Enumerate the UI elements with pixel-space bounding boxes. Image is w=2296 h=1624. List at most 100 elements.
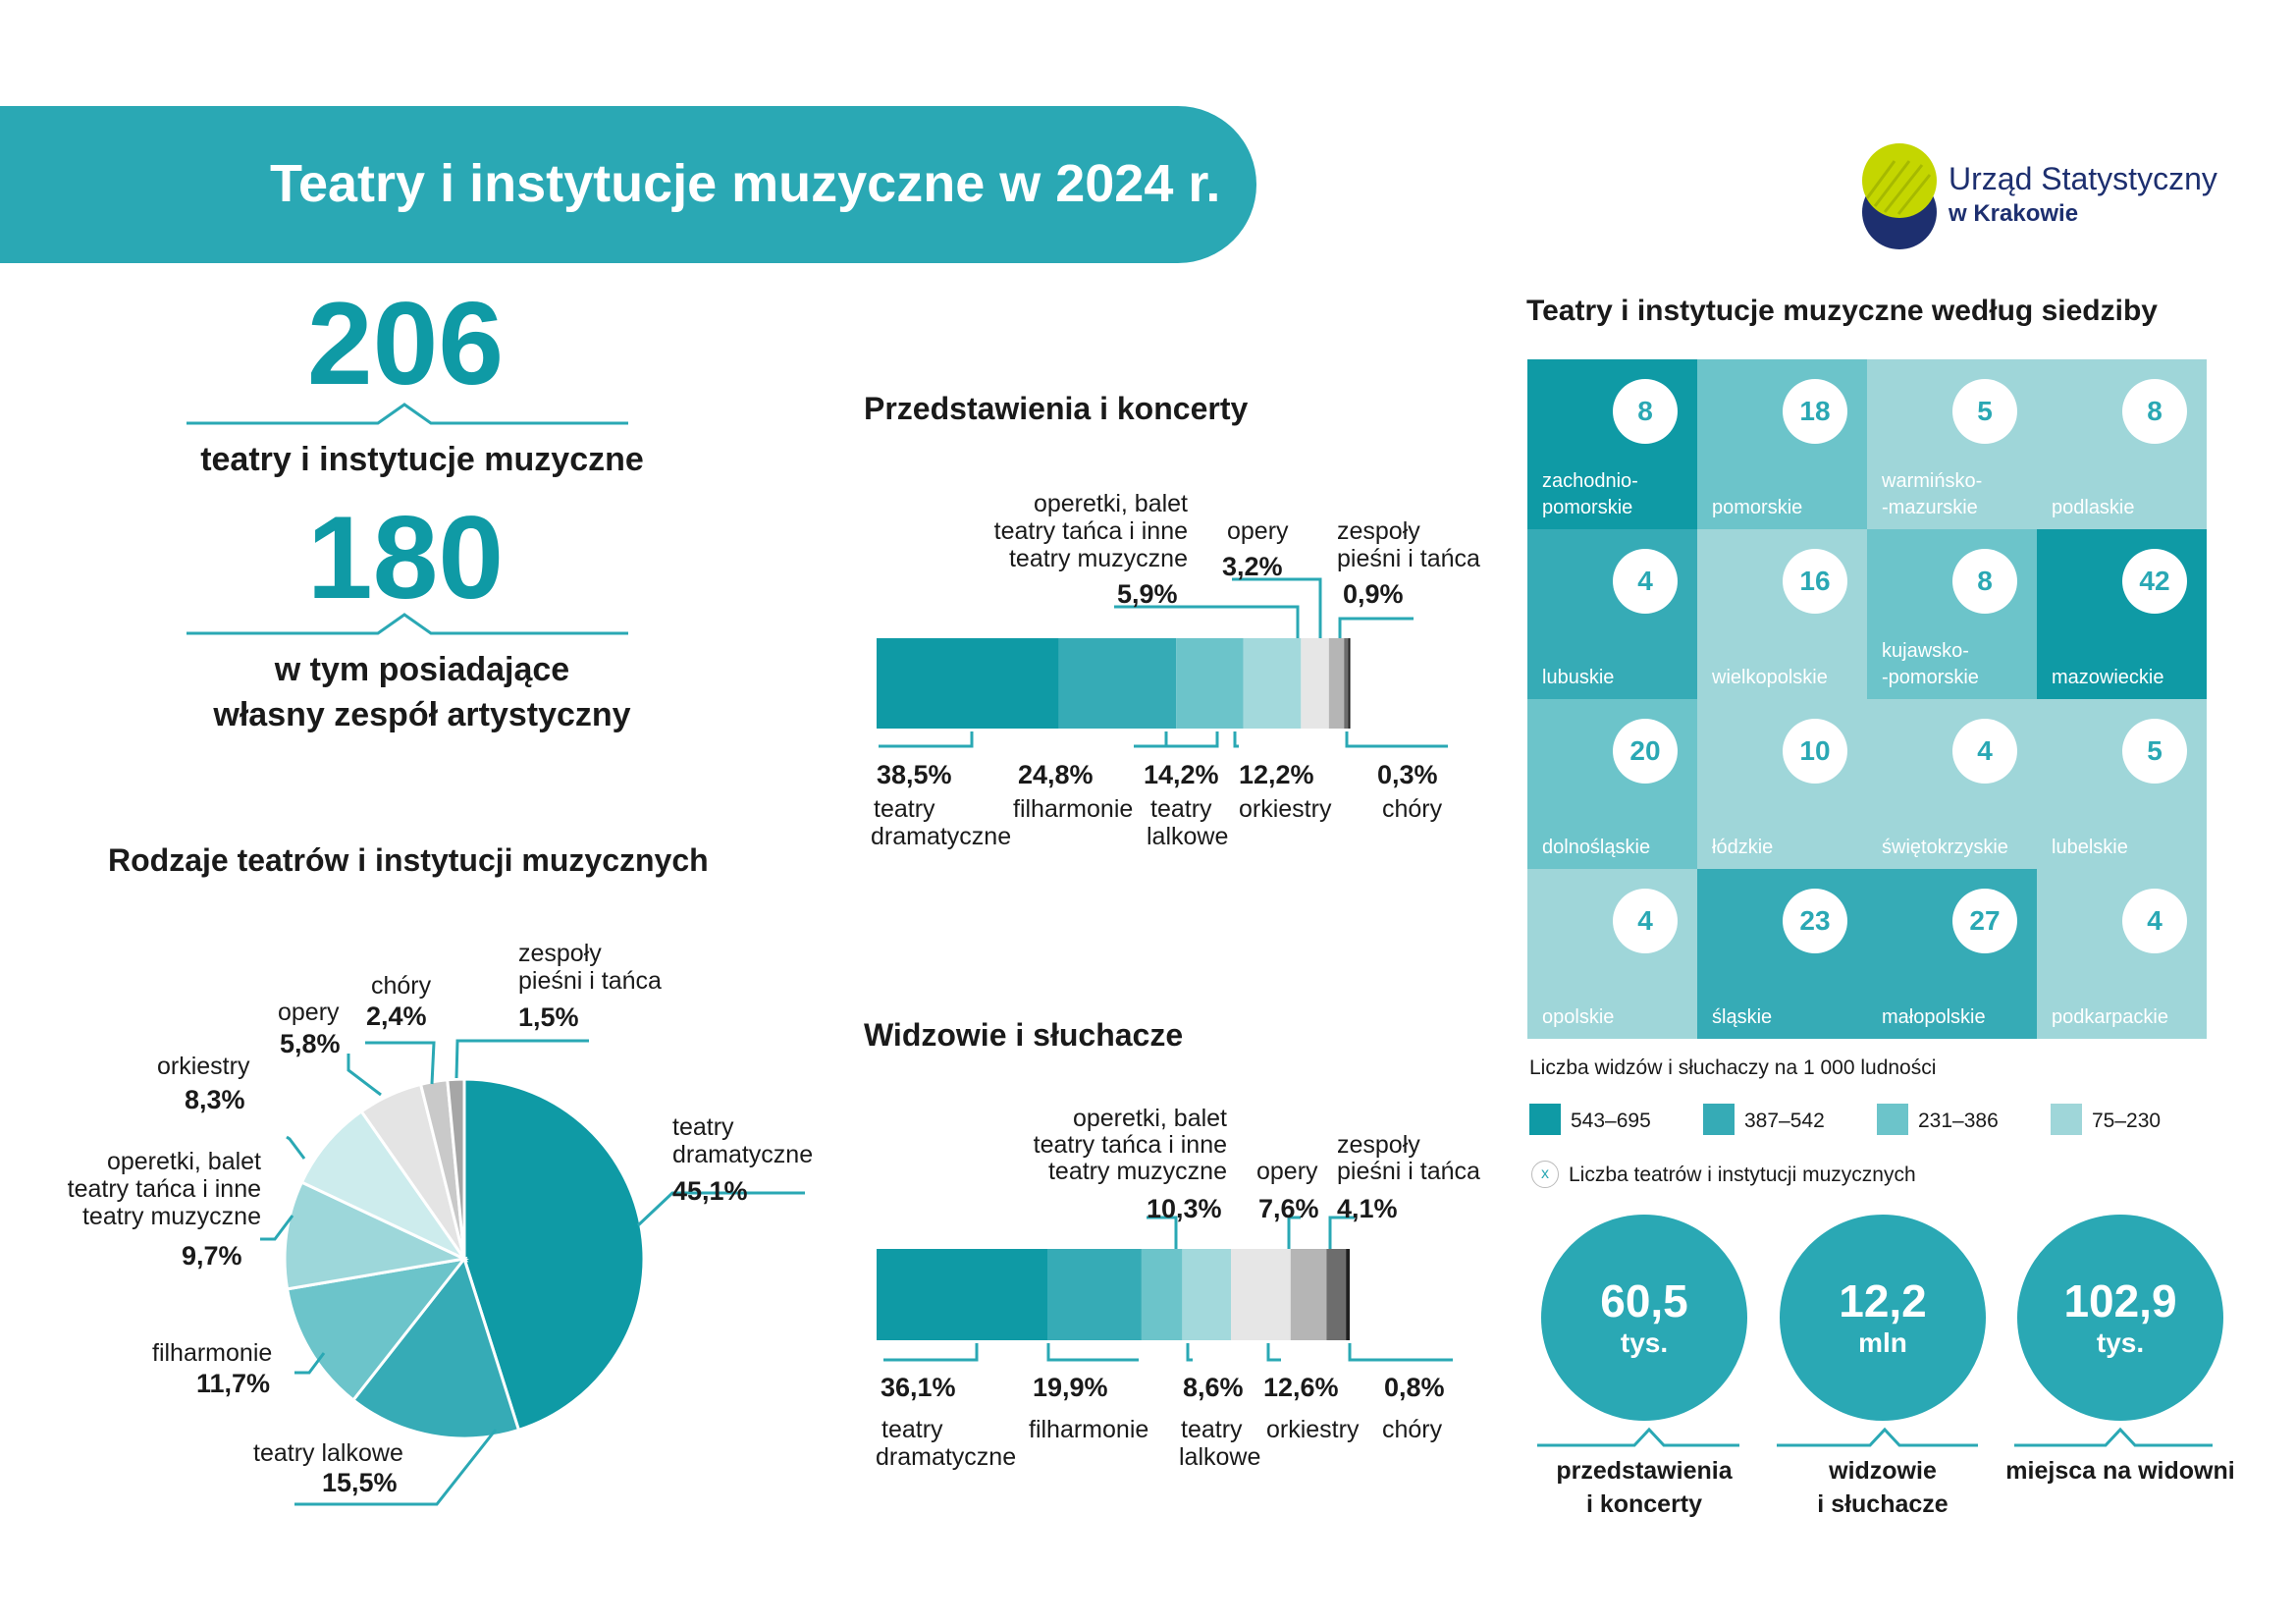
bar2-segments	[877, 1249, 1350, 1340]
bar1-pct-filharmonie: 24,8%	[1018, 760, 1094, 789]
bar2-label-dramatyczne: dramatyczne	[876, 1443, 1017, 1471]
bar1-title: Przedstawienia i koncerty	[864, 391, 1249, 426]
tile-name-line-2: podkarpackie	[2052, 1006, 2168, 1028]
voivodeship-tile: 10 łódzkie	[1697, 699, 1867, 869]
pie-label-teatry-dram-2: dramatyczne	[672, 1141, 814, 1168]
bar1-label-filharmonie: filharmonie	[1013, 795, 1134, 823]
bar2-segs-segment-5	[1290, 1249, 1327, 1340]
bar2-label-zespoly-2: pieśni i tańca	[1337, 1158, 1480, 1185]
bar2-label-operetki-2: teatry tańca i inne	[1033, 1131, 1227, 1159]
tile-name: kujawsko- -pomorskie	[1882, 638, 1979, 691]
tile-count: 23	[1783, 889, 1847, 953]
bar1-label-opery: opery	[1227, 517, 1289, 545]
tile-name-line-1: zachodnio-	[1542, 470, 1638, 492]
pie-label-opery: opery	[278, 999, 340, 1026]
bar2-label-zespoly-1: zespoły	[1337, 1131, 1420, 1159]
bar2-pct-filharmonie: 19,9%	[1033, 1373, 1108, 1402]
pie-slice-3	[283, 1180, 469, 1291]
bar1-pct-opery: 3,2%	[1222, 552, 1283, 581]
bar2-segs-segment-7	[1346, 1249, 1350, 1340]
bar2-pct-zespoly: 4,1%	[1337, 1194, 1398, 1223]
pie-pct-orkiestry: 8,3%	[185, 1085, 245, 1114]
bubble-przedstawienia: 60,5 tys.	[1541, 1215, 1747, 1421]
pie-label-orkiestry: orkiestry	[157, 1053, 250, 1080]
caption-line: widzowie	[1829, 1457, 1937, 1485]
pie-pct-opery: 5,8%	[280, 1029, 341, 1058]
bar2-pct-opery: 7,6%	[1258, 1194, 1319, 1223]
tile-count: 8	[1952, 549, 2017, 614]
pie-label-operetki-1: operetki, balet	[106, 1148, 261, 1175]
tile-count: 4	[1952, 719, 2017, 784]
tile-name: opolskie	[1542, 1004, 1614, 1031]
bar1-label-lalkowe: lalkowe	[1147, 823, 1229, 850]
bubble-unit: mln	[1858, 1326, 1907, 1358]
voivodeship-tile: 8 zachodnio-pomorskie	[1527, 359, 1697, 529]
tile-name-line-2: -pomorskie	[1882, 667, 1979, 688]
caption-line: miejsca na widowni	[2005, 1457, 2235, 1485]
bar2-segs-segment-0	[877, 1249, 1048, 1340]
tile-name-line-2: pomorskie	[1542, 497, 1633, 518]
tile-name: mazowieckie	[2052, 665, 2163, 691]
legend-classes: 543–695 387–542 231–386 75–230	[1529, 1104, 2207, 1137]
tile-name-line-2: lubelskie	[2052, 837, 2128, 858]
tile-name-line-2: łódzkie	[1712, 837, 1774, 858]
pie-label-zespoly-2: pieśni i tańca	[518, 967, 662, 995]
voivodeship-tile: 18 pomorskie	[1697, 359, 1867, 529]
bar1-pct-zespoly: 0,9%	[1343, 579, 1404, 609]
bar1-label-dramatyczne: dramatyczne	[871, 823, 1012, 850]
bar2-label-chory: chóry	[1382, 1416, 1443, 1443]
bar1-segs-segment-0	[877, 638, 1059, 729]
bar2-leaders	[883, 1216, 1453, 1362]
voivodeship-tile: 16 wielkopolskie	[1697, 529, 1867, 699]
bar1-label-zespoly-1: zespoły	[1337, 517, 1420, 545]
bar2-label-teatry: teatry	[881, 1416, 943, 1443]
logo-icon	[1862, 143, 1937, 249]
own-label-line-2: własny zespół artystyczny	[213, 695, 631, 733]
header-banner	[0, 106, 1256, 263]
tile-name: śląskie	[1712, 1004, 1772, 1031]
bar2-pct-lalkowe: 8,6%	[1183, 1373, 1244, 1402]
tile-name: podkarpackie	[2052, 1004, 2168, 1031]
voivodeship-tile: 4 świętokrzyskie	[1867, 699, 2037, 869]
legend-count-symbol: x	[1531, 1161, 1559, 1188]
pie-slice-7	[446, 1077, 466, 1260]
tile-count: 8	[1613, 379, 1678, 444]
tile-count: 10	[1783, 719, 1847, 784]
legend-swatch	[1877, 1104, 1908, 1135]
bubble-caption-1: przedstawienia i koncerty	[1517, 1455, 1772, 1522]
tile-name-line-2: podlaskie	[2052, 497, 2135, 518]
tile-name-line-2: -mazurskie	[1882, 497, 1978, 518]
bubble-widzowie: 12,2 mln	[1780, 1215, 1986, 1421]
tile-name: pomorskie	[1712, 495, 1802, 521]
bar2-label-filharmonie: filharmonie	[1029, 1416, 1149, 1443]
bar1-label-operetki-1: operetki, balet	[1033, 490, 1188, 517]
voivodeship-grid: 8 zachodnio-pomorskie 18 pomorskie 5 warmińsk…	[1527, 359, 2207, 1039]
tile-count: 27	[1952, 889, 2017, 953]
bubble-miejsca: 102,9 tys.	[2017, 1215, 2223, 1421]
tile-name-line-1: warmińsko-	[1882, 470, 1983, 492]
bar1-leaders	[879, 577, 1448, 748]
bar1-pct-chory: 0,3%	[1377, 760, 1438, 789]
pie-slice-4	[299, 1109, 469, 1263]
pie-label-teatry-dram-1: teatry	[672, 1113, 734, 1141]
total-label: teatry i instytucje muzyczne	[200, 441, 644, 478]
pie-leaders	[260, 1039, 805, 1506]
bar2-segs-segment-6	[1326, 1249, 1347, 1340]
pie-pct-filharmonie: 11,7%	[196, 1369, 271, 1398]
bar1-label-chory: chóry	[1382, 795, 1443, 823]
tile-count: 5	[2122, 719, 2187, 784]
pie-pct-chory: 2,4%	[366, 1001, 427, 1031]
page-title: Teatry i instytucje muzyczne w 2024 r.	[270, 154, 1221, 213]
bar2-segs-segment-3	[1182, 1249, 1232, 1340]
voivodeship-tile: 8 kujawsko- -pomorskie	[1867, 529, 2037, 699]
legend-title: Liczba widzów i słuchaczy na 1 000 ludno…	[1529, 1056, 1937, 1079]
logo-subtitle: w Krakowie	[1949, 200, 2079, 227]
tile-count: 8	[2122, 379, 2187, 444]
caption-line: i słuchacze	[1817, 1489, 1949, 1518]
bar1-segs-segment-7	[1348, 638, 1351, 729]
legend-swatch	[1529, 1104, 1561, 1135]
bar1-label-operetki-3: teatry muzyczne	[1008, 545, 1188, 572]
bar2-pct-chory: 0,8%	[1384, 1373, 1445, 1402]
